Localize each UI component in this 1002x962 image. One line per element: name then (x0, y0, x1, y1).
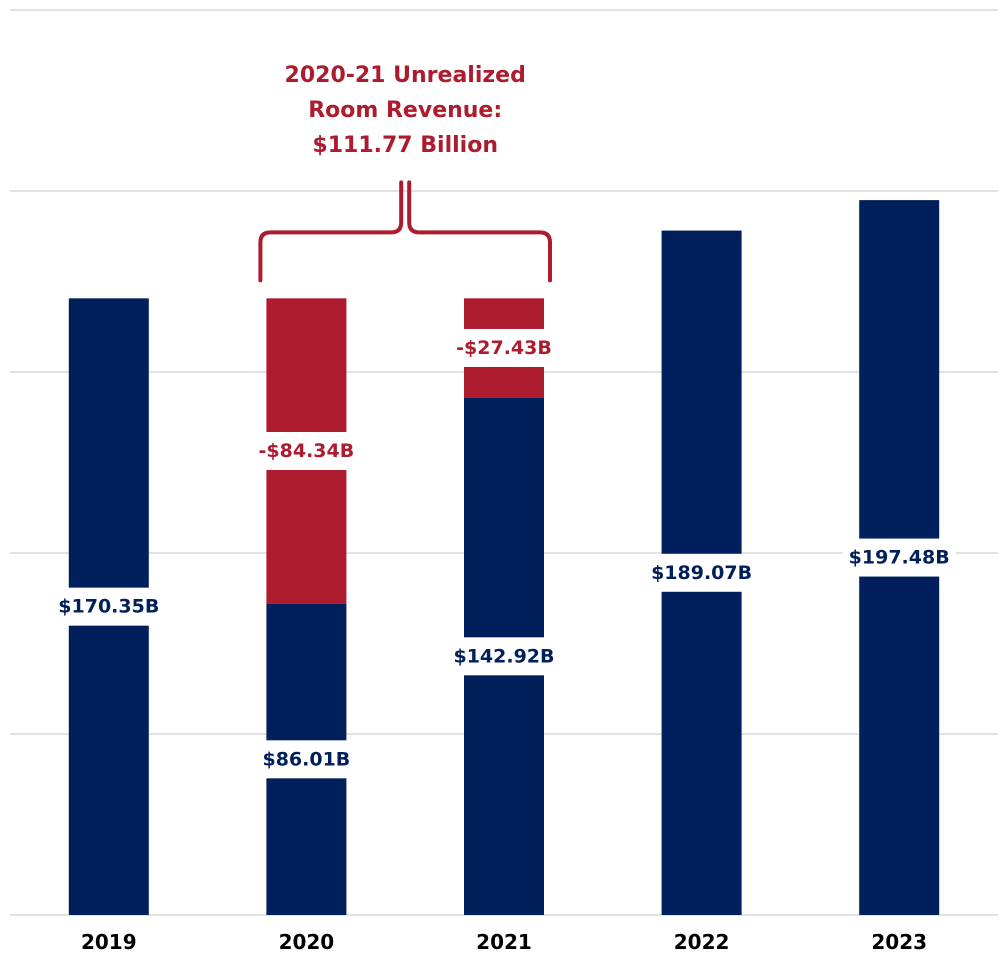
annotation-brace (258, 180, 552, 283)
annotation-line-1: 2020-21 Unrealized (285, 63, 526, 88)
data-label-unrealized-2020-background (252, 431, 361, 470)
x-tick-2020: 2020 (279, 930, 335, 954)
data-label-unrealized-2021: -$27.43B (456, 337, 552, 359)
data-label-realized-2019-background (52, 587, 166, 626)
x-tick-2019: 2019 (81, 930, 137, 954)
data-label-realized-2023: $197.48B (849, 547, 950, 569)
data-label-realized-2020: $86.01B (262, 748, 350, 770)
bars (68, 200, 940, 916)
x-tick-2023: 2023 (871, 930, 927, 954)
x-tick-2022: 2022 (674, 930, 730, 954)
data-label-realized-2021: $142.92B (453, 645, 554, 667)
data-label-realized-2022-background (645, 553, 759, 592)
data-label-realized-2023-background (842, 538, 956, 577)
data-label-unrealized-2021-background (450, 328, 558, 367)
x-tick-labels: 2019 2020 2021 2022 2023 (81, 930, 927, 954)
data-label-realized-2022: $189.07B (651, 562, 752, 584)
data-label-unrealized-2020: -$84.34B (259, 440, 355, 462)
annotation-line-2: Room Revenue: (308, 98, 502, 123)
annotation-line-3: $111.77 Billion (312, 133, 498, 158)
data-label-realized-2021-background (447, 637, 561, 676)
annotation: 2020-21 Unrealized Room Revenue: $111.77… (258, 63, 552, 283)
data-label-realized-2020-background (256, 740, 357, 779)
data-label-realized-2019: $170.35B (58, 596, 159, 618)
data-labels: $170.35B $86.01B -$84.34B $142.92B -$27.43B $… (52, 328, 956, 779)
x-tick-2021: 2021 (476, 930, 532, 954)
